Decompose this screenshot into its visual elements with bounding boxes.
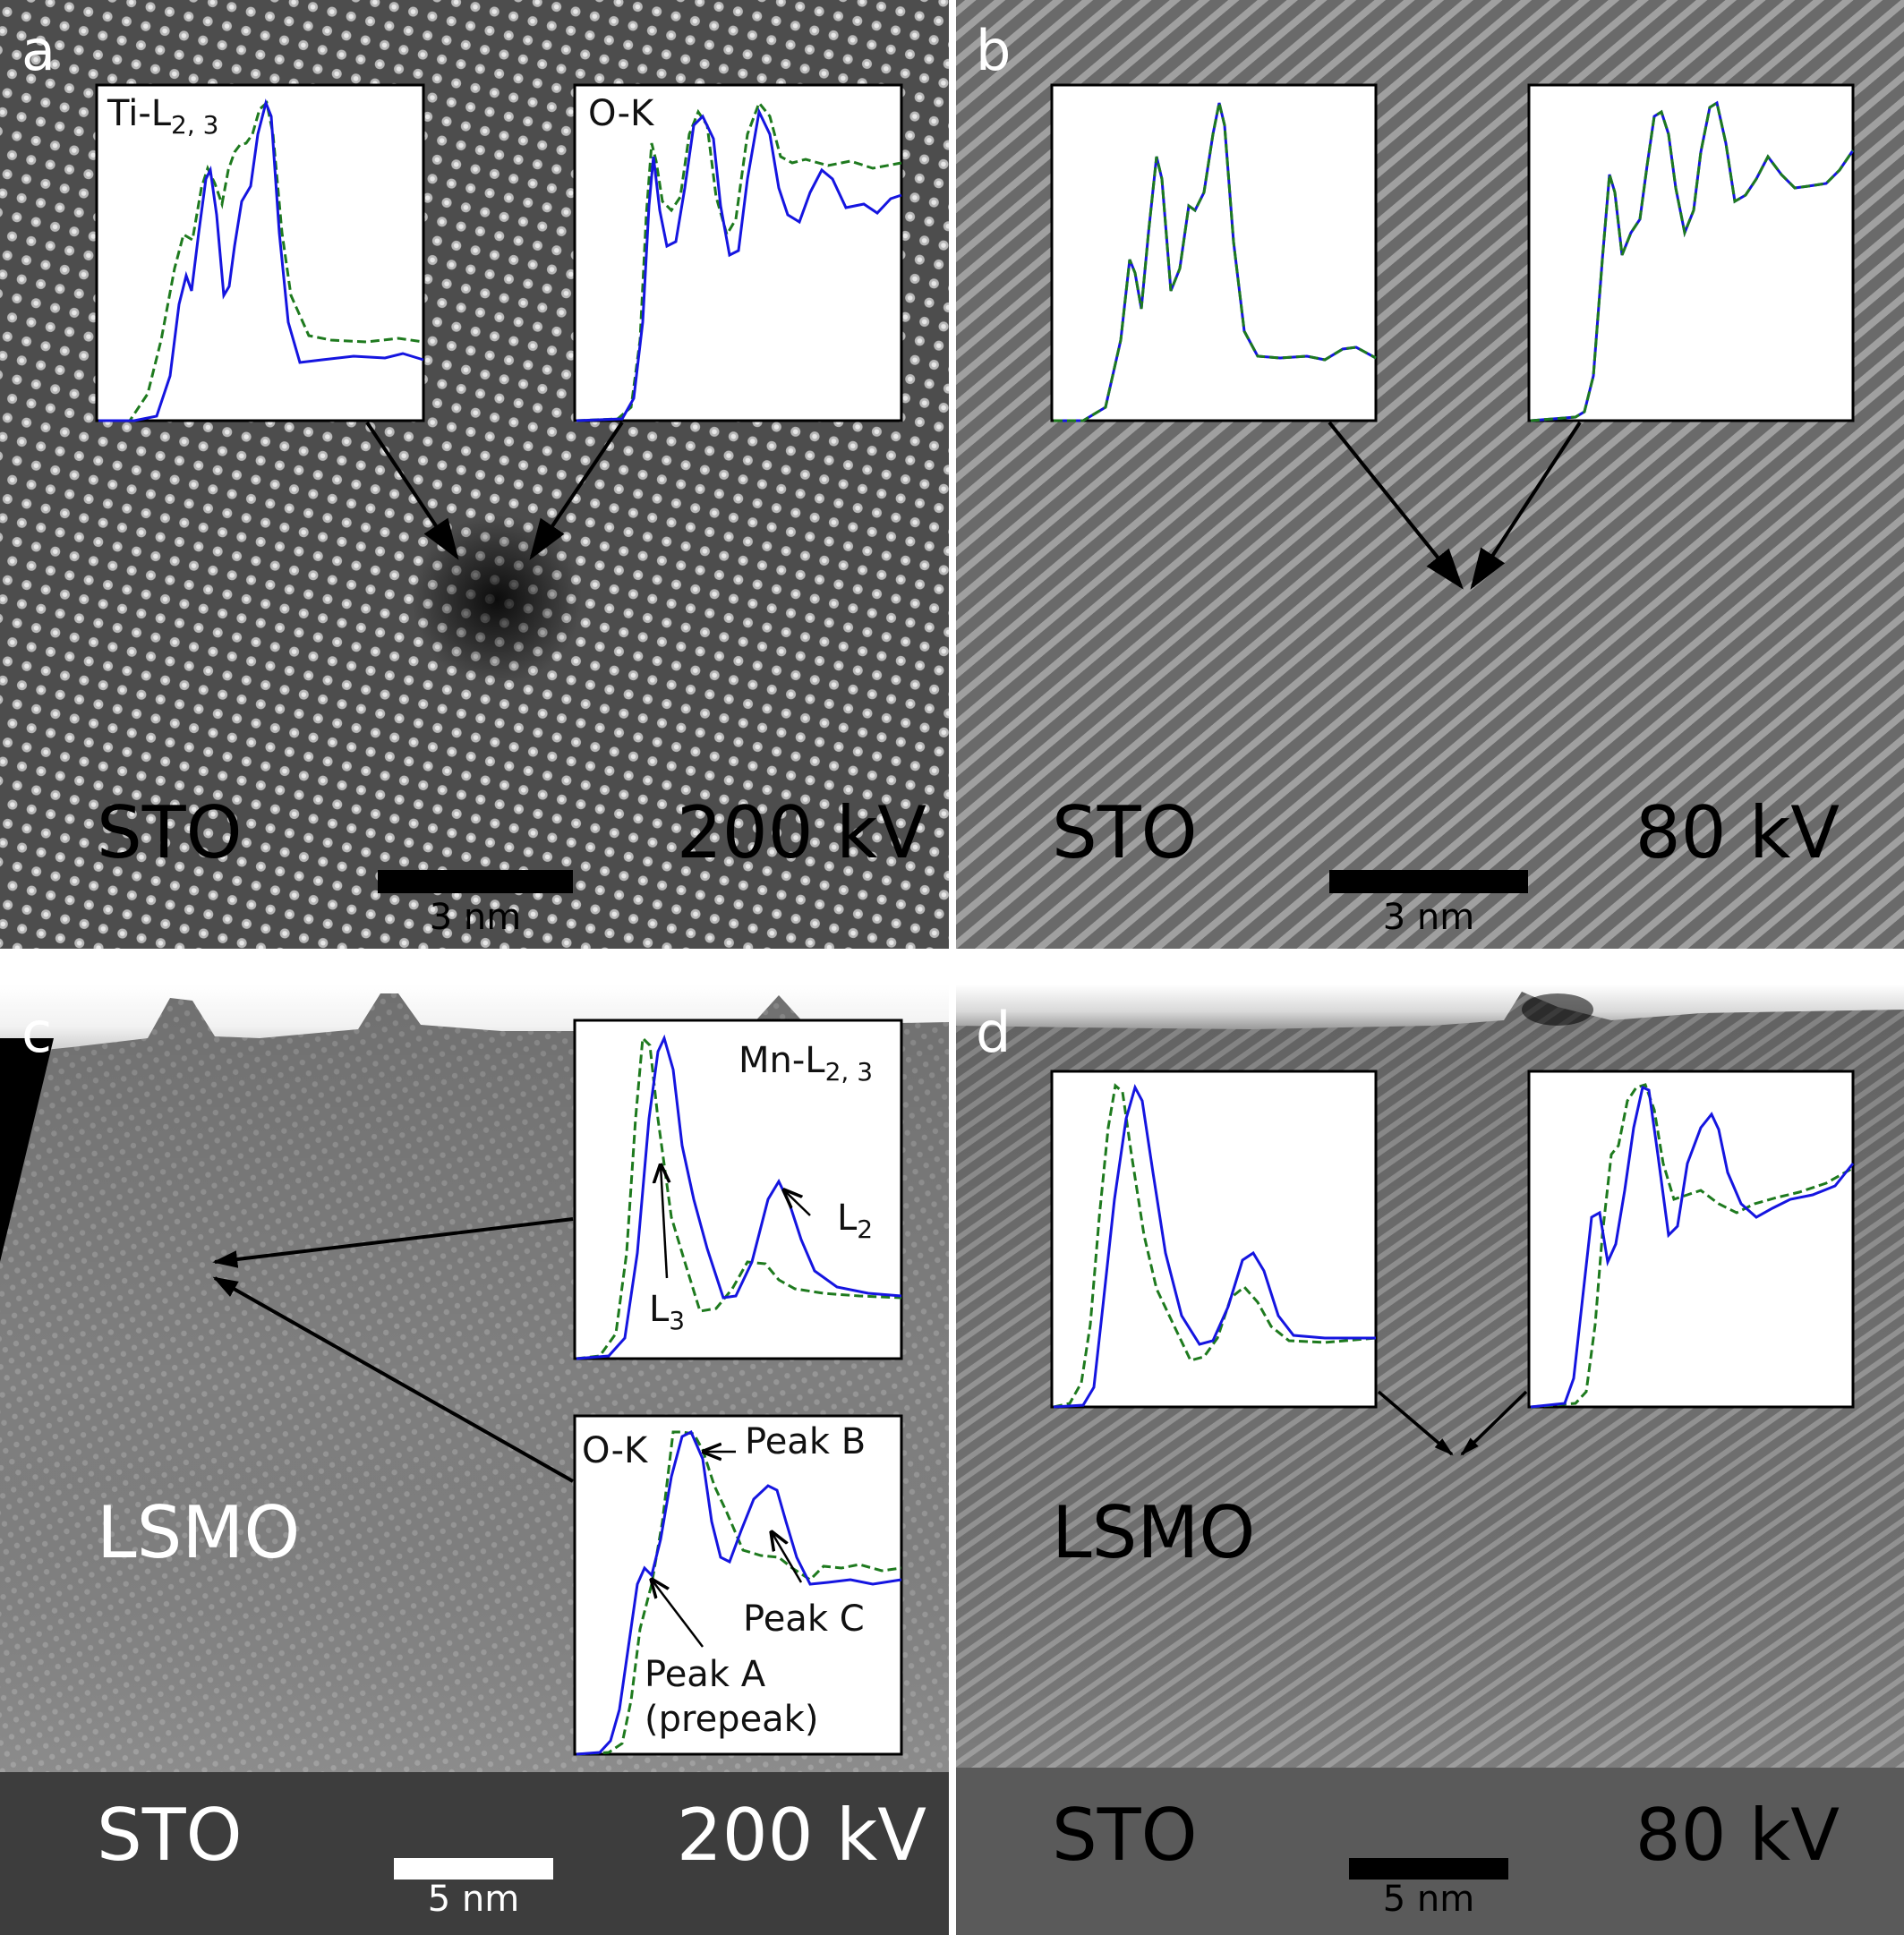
- spectrum-solid: [98, 98, 424, 422]
- scale-bar-label: 5 nm: [428, 1879, 519, 1920]
- voltage-label: 80 kV: [1635, 791, 1840, 874]
- panel-a-inset-right: O-K: [573, 83, 903, 422]
- voltage-label: 200 kV: [677, 1794, 926, 1877]
- spectrum-dashed: [98, 100, 424, 422]
- material-label-bottom: STO: [97, 1794, 243, 1877]
- panel-c-capping-layer: [0, 985, 949, 1054]
- material-label: STO: [1052, 791, 1198, 874]
- panel-c: c Mn-L2, 3 L3 L2 O-K Peak B Peak C Peak …: [0, 985, 949, 1935]
- panel-d-letter: d: [976, 1000, 1011, 1065]
- pointer-arrow: [1460, 1390, 1528, 1456]
- panel-d-inset-right: [1527, 1070, 1855, 1409]
- spectrum-dashed: [576, 1430, 902, 1756]
- pointer-arrow: [212, 1217, 574, 1268]
- inset-label-ok: O-K: [582, 1430, 649, 1471]
- spectrum-dashed: [576, 1035, 902, 1360]
- voltage-label: 80 kV: [1635, 1794, 1840, 1877]
- panel-a-letter: a: [21, 18, 55, 83]
- panel-c-sto-substrate: [0, 1772, 949, 1935]
- material-label-bottom: STO: [1052, 1794, 1198, 1877]
- panel-b-inset-left: [1050, 83, 1378, 422]
- panel-b-inset-right: [1527, 83, 1855, 422]
- inset-label-ti: Ti-L2, 3: [107, 93, 218, 140]
- panel-d: d LSMO STO 80 kV 5 nm: [956, 985, 1904, 1935]
- material-label: STO: [97, 791, 243, 874]
- peak-l2-arrow: [784, 1190, 811, 1216]
- panel-d-inset-left: [1050, 1070, 1378, 1409]
- peak-c-arrow: [772, 1532, 803, 1583]
- inset-label-mn: Mn-L2, 3: [739, 1040, 873, 1087]
- peak-a-note: (prepeak): [645, 1699, 818, 1740]
- pointer-arrow: [1328, 421, 1464, 590]
- panel-a: a Ti-L2, 3 O-K STO 200 kV 3 nm: [0, 0, 949, 949]
- pointer-arrow: [1377, 1390, 1454, 1456]
- scale-bar-label: 3 nm: [430, 897, 521, 938]
- peak-b-label: Peak B: [745, 1421, 866, 1462]
- scale-bar-label: 3 nm: [1383, 897, 1474, 938]
- panel-b: b STO 80 kV 3 nm: [956, 0, 1904, 949]
- pointer-arrow: [529, 421, 624, 560]
- spectrum-solid: [576, 107, 902, 422]
- peak-l3-label: L3: [649, 1289, 685, 1335]
- panel-c-inset-mn: Mn-L2, 3 L3 L2: [573, 1019, 903, 1360]
- panel-separator-horizontal: [0, 949, 1904, 985]
- defect-spot: [412, 515, 582, 685]
- peak-l2-label: L2: [837, 1198, 873, 1244]
- inset-label-ok: O-K: [588, 93, 655, 134]
- panel-d-capping-layer: [956, 985, 1904, 1029]
- spectrum-dashed: [1054, 102, 1377, 422]
- spectrum-dashed: [1530, 1083, 1854, 1409]
- peak-a-arrow: [652, 1580, 704, 1648]
- peak-a-label: Peak A: [645, 1654, 766, 1695]
- scale-bar: [394, 1858, 553, 1880]
- panel-c-dark-edge: [0, 1038, 54, 1262]
- panel-c-letter: c: [21, 1000, 52, 1065]
- voltage-label: 200 kV: [677, 791, 926, 874]
- panel-a-inset-left: Ti-L2, 3: [95, 83, 425, 422]
- panel-b-letter: b: [976, 18, 1011, 83]
- panel-d-sto-substrate: [956, 1768, 1904, 1935]
- material-label-top: LSMO: [97, 1491, 300, 1574]
- spectrum-dashed: [1530, 100, 1855, 422]
- spectrum-dashed: [576, 99, 902, 422]
- spectrum-solid: [1530, 1085, 1855, 1409]
- scale-bar: [1329, 870, 1528, 893]
- pointer-arrow: [1470, 421, 1582, 590]
- spectrum-solid: [576, 1034, 902, 1360]
- pointer-arrow: [212, 1276, 574, 1483]
- panel-c-inset-ok: O-K Peak B Peak C Peak A (prepeak): [573, 1414, 903, 1756]
- spectrum-solid: [1053, 1084, 1376, 1409]
- peak-l3-arrow: [661, 1165, 667, 1279]
- peak-c-label: Peak C: [743, 1598, 865, 1640]
- scale-bar-label: 5 nm: [1383, 1879, 1474, 1920]
- pointer-arrow: [365, 421, 459, 560]
- spectrum-solid: [576, 1429, 902, 1756]
- material-label-top: LSMO: [1052, 1491, 1255, 1574]
- scale-bar: [378, 870, 573, 893]
- spectrum-dashed: [1053, 1083, 1377, 1409]
- scale-bar: [1349, 1858, 1508, 1880]
